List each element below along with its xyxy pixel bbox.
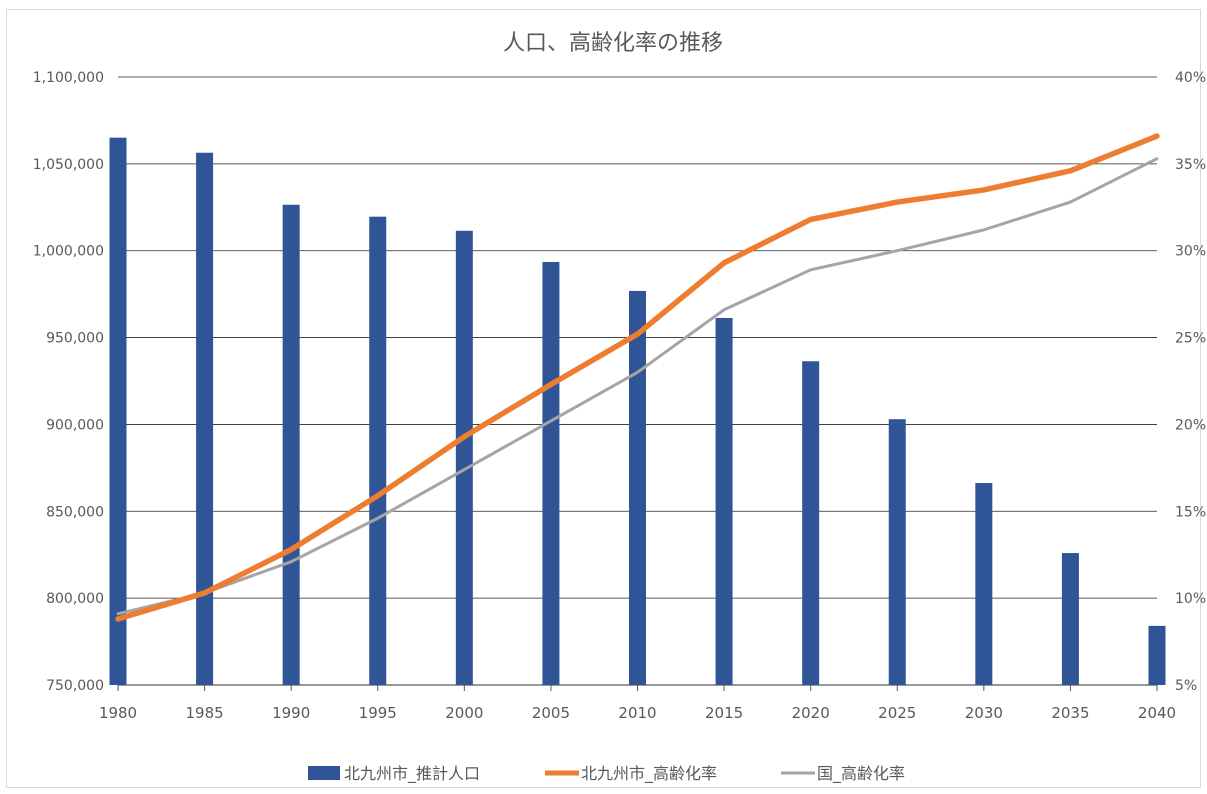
y-left-tick-label: 1,000,000 — [33, 244, 104, 260]
y-left-tick-label: 850,000 — [46, 504, 104, 520]
x-tick-label: 2035 — [1051, 704, 1089, 722]
chart-title: 人口、高齢化率の推移 — [503, 31, 723, 56]
y-right-tick-label: 30% — [1175, 244, 1206, 260]
x-tick-label: 1985 — [185, 704, 223, 722]
y-right-tick-label: 15% — [1175, 504, 1206, 520]
y-right-tick-label: 5% — [1175, 678, 1197, 694]
bar — [455, 230, 473, 685]
bar — [369, 216, 387, 686]
bar-series — [109, 137, 1166, 686]
x-axis: 1980 1985 1990 1995 2000 2005 2010 2015 2020 2025… — [99, 685, 1176, 722]
x-tick-label: 2030 — [965, 704, 1003, 722]
series-line — [115, 133, 1160, 622]
bar — [109, 137, 127, 686]
y-right-tick-label: 40% — [1175, 70, 1206, 86]
y-right-tick-label: 20% — [1175, 417, 1206, 433]
bar — [282, 204, 300, 685]
bar — [715, 317, 733, 685]
y-left-tick-label: 900,000 — [46, 417, 104, 433]
legend-label: 国_高齢化率 — [817, 764, 905, 784]
y-left-tick-label: 950,000 — [46, 331, 104, 347]
bar — [802, 361, 820, 685]
y-left-axis: 750,000 800,000 850,000 900,000 950,000 1,000… — [33, 70, 104, 694]
line-series — [115, 133, 1160, 622]
y-left-tick-label: 750,000 — [46, 678, 104, 694]
y-right-tick-label: 10% — [1175, 591, 1206, 607]
bar — [975, 482, 993, 685]
x-tick-label: 1995 — [359, 704, 397, 722]
y-left-tick-label: 1,050,000 — [33, 157, 104, 173]
x-tick-label: 1980 — [99, 704, 137, 722]
bar — [542, 261, 560, 685]
x-tick-label: 1990 — [272, 704, 310, 722]
legend: 北九州市_推計人口 北九州市_高齢化率 国_高齢化率 — [308, 764, 905, 784]
y-right-tick-label: 35% — [1175, 157, 1206, 173]
legend-label: 北九州市_高齢化率 — [581, 764, 717, 784]
bar — [888, 419, 906, 685]
series-line — [116, 157, 1159, 616]
x-tick-label: 2000 — [445, 704, 483, 722]
x-tick-label: 2005 — [532, 704, 570, 722]
y-right-axis: 5% 10% 15% 20% 25% 30% 35% 40% — [1175, 70, 1206, 694]
x-tick-label: 2020 — [792, 704, 830, 722]
x-tick-label: 2010 — [618, 704, 656, 722]
legend-label: 北九州市_推計人口 — [344, 764, 480, 784]
bar — [629, 290, 646, 685]
legend-swatch — [308, 766, 340, 780]
y-right-tick-label: 25% — [1175, 331, 1206, 347]
y-left-tick-label: 800,000 — [46, 591, 104, 607]
x-tick-label: 2025 — [878, 704, 916, 722]
bar — [1148, 625, 1166, 685]
x-tick-label: 2040 — [1138, 704, 1176, 722]
y-left-tick-label: 1,100,000 — [33, 70, 104, 86]
x-tick-label: 2015 — [705, 704, 743, 722]
bar — [1061, 553, 1079, 685]
bar — [196, 152, 214, 685]
